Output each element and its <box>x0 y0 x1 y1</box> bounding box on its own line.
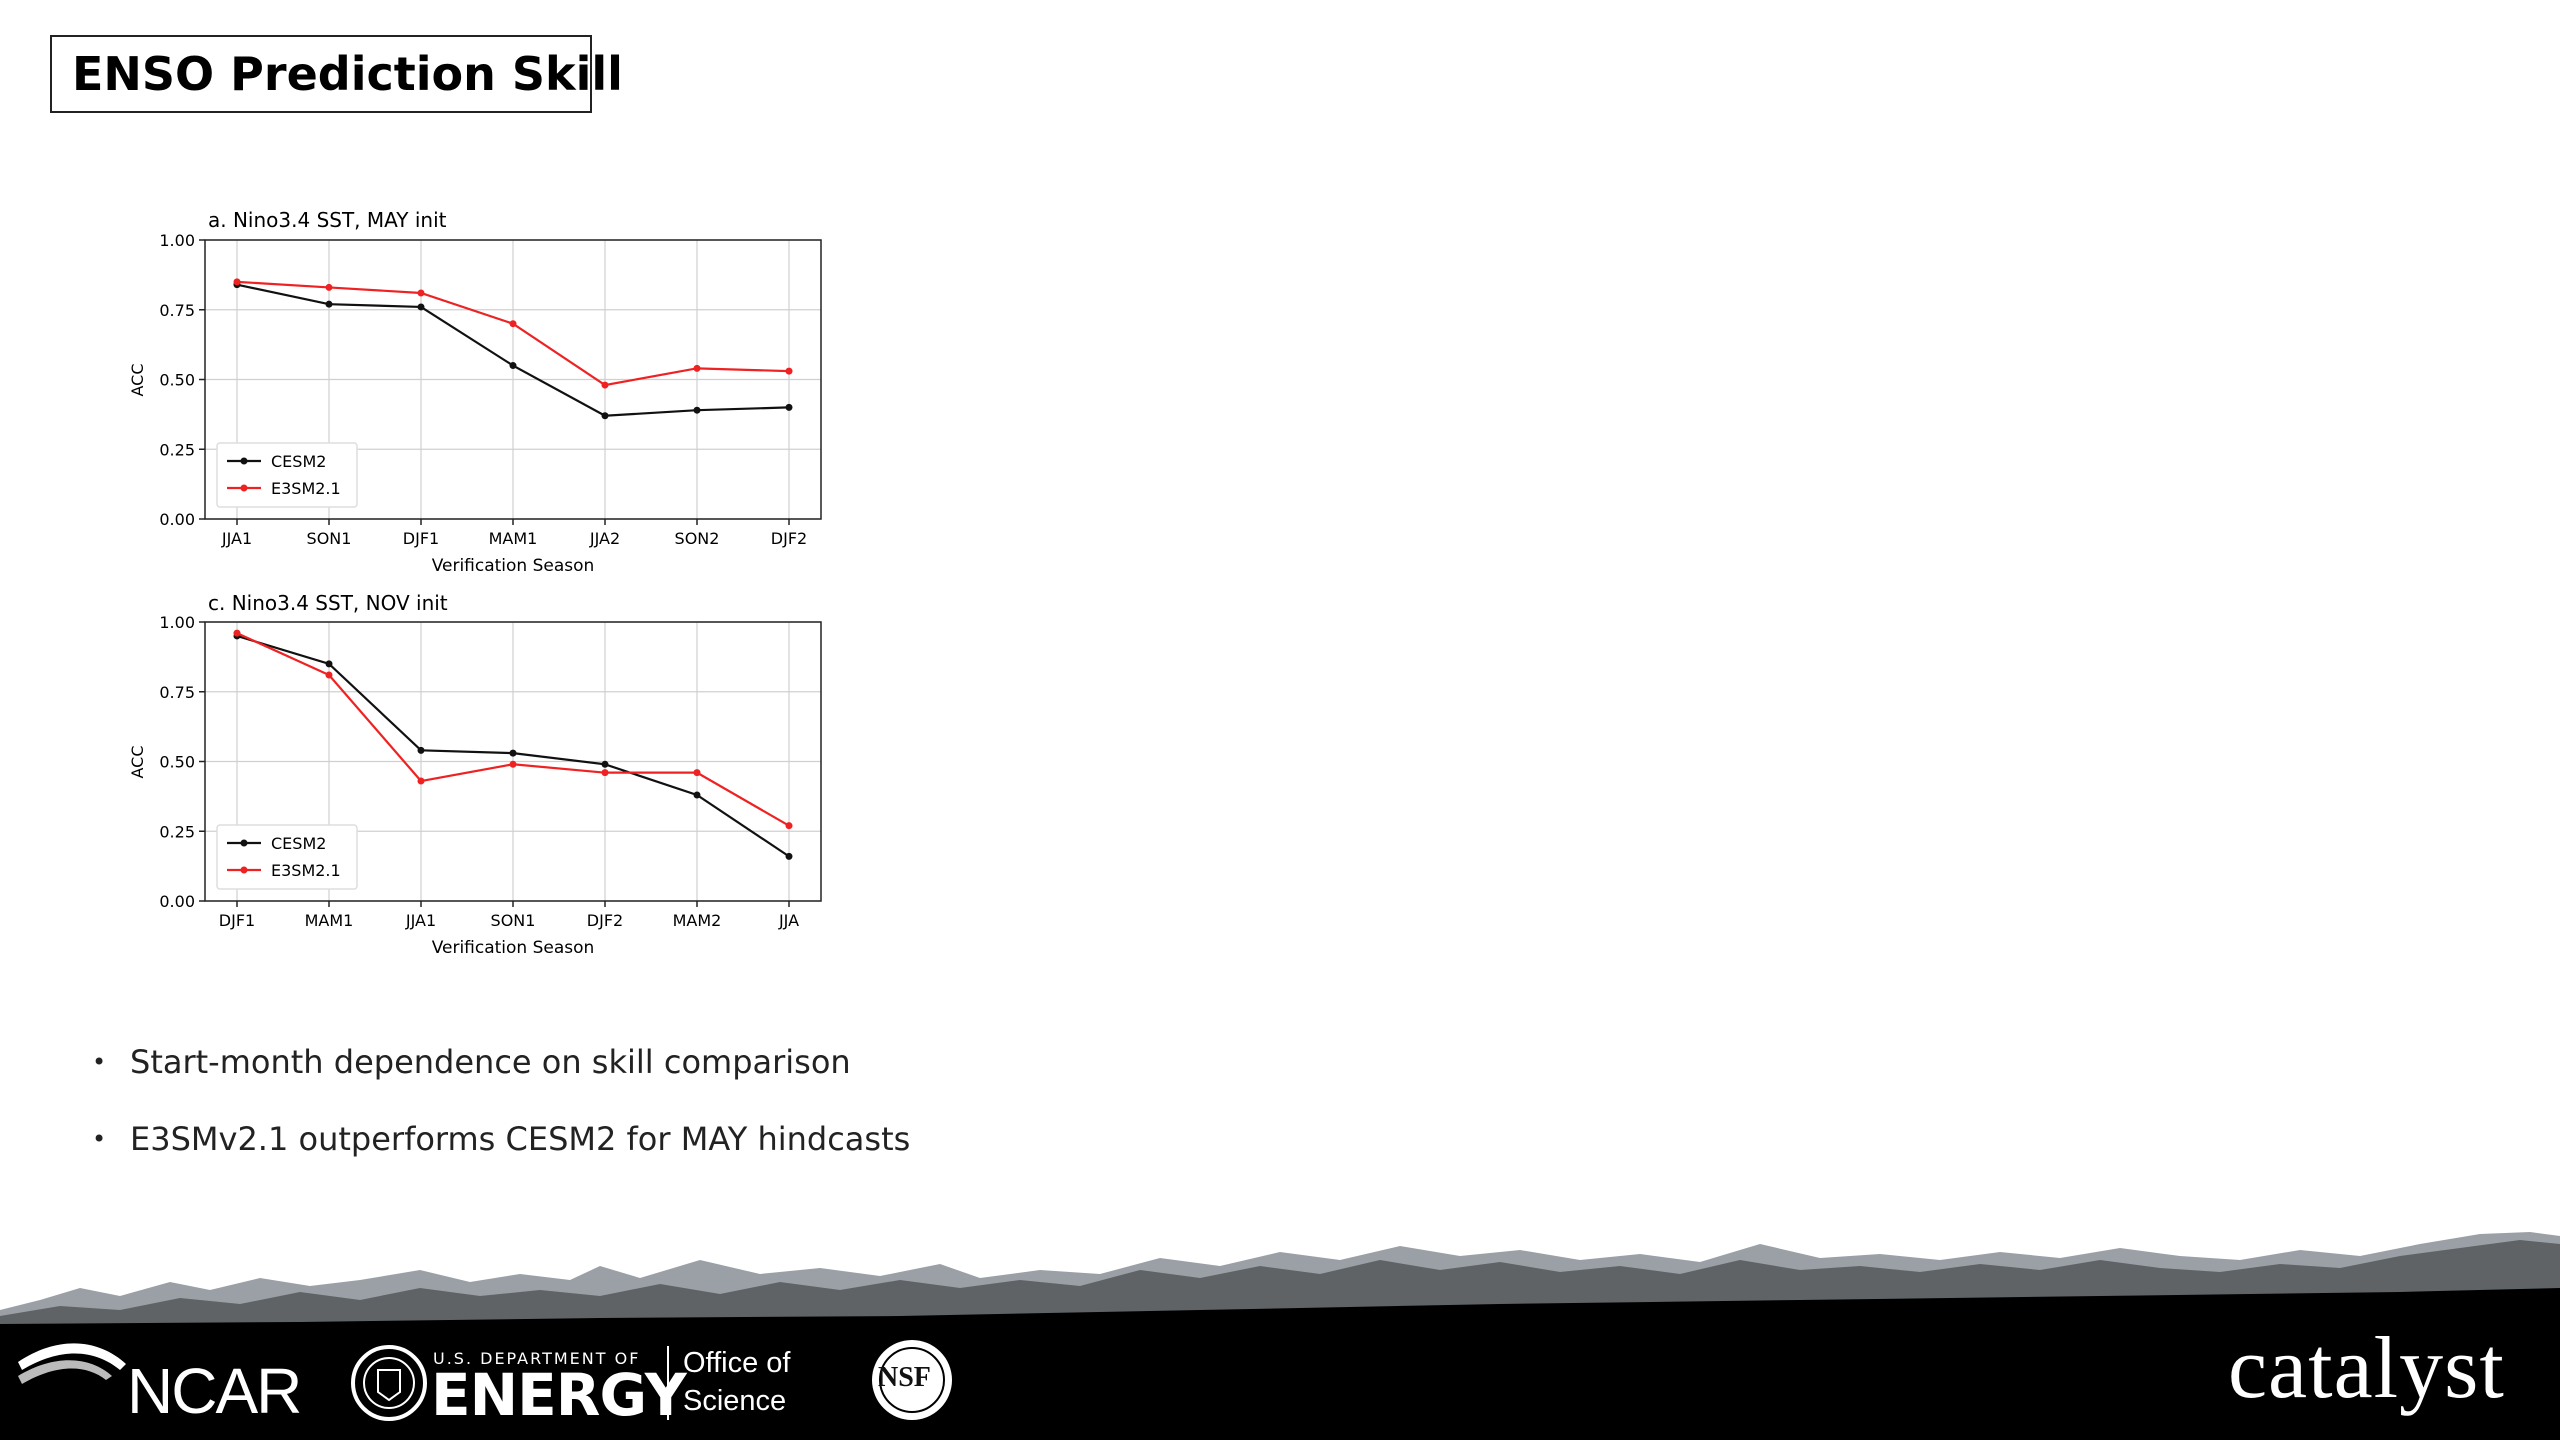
bullet-text: Start-month dependence on skill comparis… <box>130 1043 851 1081</box>
footer-banner: NCAR <box>0 1230 2560 1440</box>
ncar-logo-text: NCAR <box>127 1355 302 1427</box>
plot-area <box>204 621 822 902</box>
legend-swatch-marker <box>240 839 248 847</box>
doe-seal-icon <box>351 1345 427 1421</box>
mountain-silhouette <box>0 1232 2560 1440</box>
y-tick-label: 0.75 <box>159 683 195 702</box>
legend-label: E3SM2.1 <box>271 861 341 880</box>
legend-swatch-marker <box>240 866 248 874</box>
x-tick-label: JJA2 <box>589 529 620 548</box>
y-tick-label: 0.25 <box>159 440 195 459</box>
x-tick-label: JJA <box>778 911 799 930</box>
x-tick-label: DJF2 <box>587 911 623 930</box>
data-point-e3sm2-1 <box>693 769 701 777</box>
doe-logo-small-text: U.S. DEPARTMENT OF <box>433 1349 641 1368</box>
office-of-science-line1: Office of <box>683 1347 791 1379</box>
data-point-e3sm2-1 <box>601 769 609 777</box>
doe-logo-text: ENERGY <box>431 1361 687 1429</box>
chart-title: a. Nino3.4 SST, MAY init <box>208 208 447 232</box>
x-tick-label: DJF2 <box>771 529 807 548</box>
legend-box <box>216 824 358 890</box>
nsf-globe-icon <box>872 1340 952 1420</box>
slide-title: ENSO Prediction Skill <box>50 35 623 113</box>
x-tick-label: JJA1 <box>221 529 252 548</box>
data-point-e3sm2-1 <box>509 760 517 768</box>
chart-title: c. Nino3.4 SST, NOV init <box>208 591 448 615</box>
plot-area <box>204 239 822 520</box>
catalyst-logo-text: catalyst <box>2228 1320 2505 1417</box>
chart-may-init: a. Nino3.4 SST, MAY init ACC Verificatio… <box>128 208 822 576</box>
data-point-e3sm2-1 <box>325 283 333 291</box>
data-point-cesm2 <box>325 300 333 308</box>
logo-divider <box>667 1346 669 1420</box>
office-of-science-line2: Science <box>683 1385 787 1417</box>
y-tick-label: 0.75 <box>159 301 195 320</box>
legend-box <box>216 442 358 508</box>
data-point-cesm2 <box>417 303 425 311</box>
x-tick-label: JJA1 <box>405 911 436 930</box>
data-point-cesm2 <box>325 660 333 668</box>
data-point-cesm2 <box>601 412 609 420</box>
data-point-e3sm2-1 <box>325 671 333 679</box>
bullet-item: • E3SMv2.1 outperforms CESM2 for MAY hind… <box>92 1109 910 1186</box>
data-point-e3sm2-1 <box>601 381 609 389</box>
bullet-dot-icon: • <box>92 1125 107 1153</box>
legend-swatch-marker <box>240 484 248 492</box>
legend-label: CESM2 <box>271 452 326 471</box>
data-point-e3sm2-1 <box>693 364 701 372</box>
data-point-e3sm2-1 <box>509 320 517 328</box>
y-axis-label: ACC <box>128 745 147 778</box>
x-tick-label: MAM2 <box>673 911 722 930</box>
data-point-cesm2 <box>509 749 517 757</box>
ncar-swoosh-icon <box>18 1343 126 1384</box>
data-point-cesm2 <box>693 406 701 414</box>
legend-label: CESM2 <box>271 834 326 853</box>
x-tick-label: DJF1 <box>403 529 439 548</box>
data-point-cesm2 <box>785 403 793 411</box>
y-tick-label: 0.50 <box>159 371 195 390</box>
bullet-list: • Start-month dependence on skill compari… <box>92 1032 910 1186</box>
y-axis-label: ACC <box>128 363 147 396</box>
data-point-e3sm2-1 <box>785 822 793 830</box>
data-point-e3sm2-1 <box>233 278 241 286</box>
data-point-e3sm2-1 <box>233 629 241 637</box>
x-tick-label: DJF1 <box>219 911 255 930</box>
bullet-item: • Start-month dependence on skill compari… <box>92 1032 910 1109</box>
y-tick-label: 0.50 <box>159 753 195 772</box>
y-tick-label: 1.00 <box>159 231 195 250</box>
data-point-e3sm2-1 <box>417 289 425 297</box>
data-point-e3sm2-1 <box>417 777 425 785</box>
nsf-logo-text: NSF <box>878 1362 931 1393</box>
data-point-cesm2 <box>601 760 609 768</box>
y-tick-label: 0.25 <box>159 822 195 841</box>
legend-label: E3SM2.1 <box>271 479 341 498</box>
x-axis-label: Verification Season <box>432 556 595 576</box>
x-tick-label: SON2 <box>675 529 720 548</box>
y-tick-label: 0.00 <box>159 892 195 911</box>
data-point-cesm2 <box>785 852 793 860</box>
chart-nov-init: c. Nino3.4 SST, NOV init ACC Verificatio… <box>128 591 822 958</box>
data-point-cesm2 <box>509 362 517 370</box>
data-point-cesm2 <box>693 791 701 799</box>
x-tick-label: MAM1 <box>489 529 538 548</box>
y-tick-label: 0.00 <box>159 510 195 529</box>
data-point-cesm2 <box>417 746 425 754</box>
legend-swatch-marker <box>240 457 248 465</box>
bullet-dot-icon: • <box>92 1048 107 1076</box>
data-point-e3sm2-1 <box>785 367 793 375</box>
charts-canvas: a. Nino3.4 SST, MAY init ACC Verificatio… <box>128 208 822 958</box>
x-tick-label: SON1 <box>491 911 536 930</box>
x-tick-label: MAM1 <box>305 911 354 930</box>
bullet-text: E3SMv2.1 outperforms CESM2 for MAY hindc… <box>130 1120 911 1158</box>
y-tick-label: 1.00 <box>159 613 195 632</box>
x-tick-label: SON1 <box>307 529 352 548</box>
x-axis-label: Verification Season <box>432 938 595 958</box>
